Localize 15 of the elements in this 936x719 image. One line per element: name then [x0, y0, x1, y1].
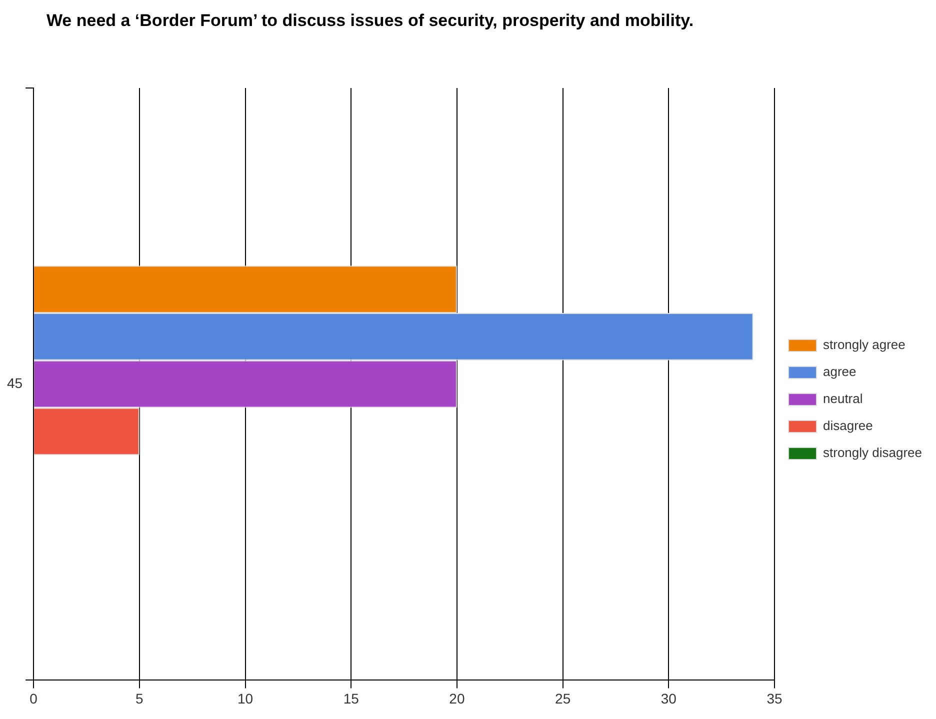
x-tick-label: 15: [343, 690, 360, 706]
legend-label: agree: [823, 364, 856, 380]
legend-label: strongly disagree: [823, 445, 922, 460]
chart-title: We need a ‘Border Forum’ to discuss issues of security, prosperity and mobility.: [45, 10, 695, 32]
x-tick-label: 5: [136, 690, 144, 706]
legend-label: strongly agree: [823, 337, 906, 352]
x-tick-label: 25: [555, 690, 571, 706]
x-tick-label: 35: [766, 690, 782, 706]
x-tick-label: 30: [660, 690, 677, 706]
y-tick-label: 45: [6, 374, 23, 391]
x-tick-label: 0: [30, 690, 38, 706]
x-tick-label: 20: [449, 690, 465, 706]
legend-label: neutral: [823, 391, 863, 406]
x-tick-label: 10: [237, 690, 254, 706]
legend-label: disagree: [823, 418, 873, 434]
